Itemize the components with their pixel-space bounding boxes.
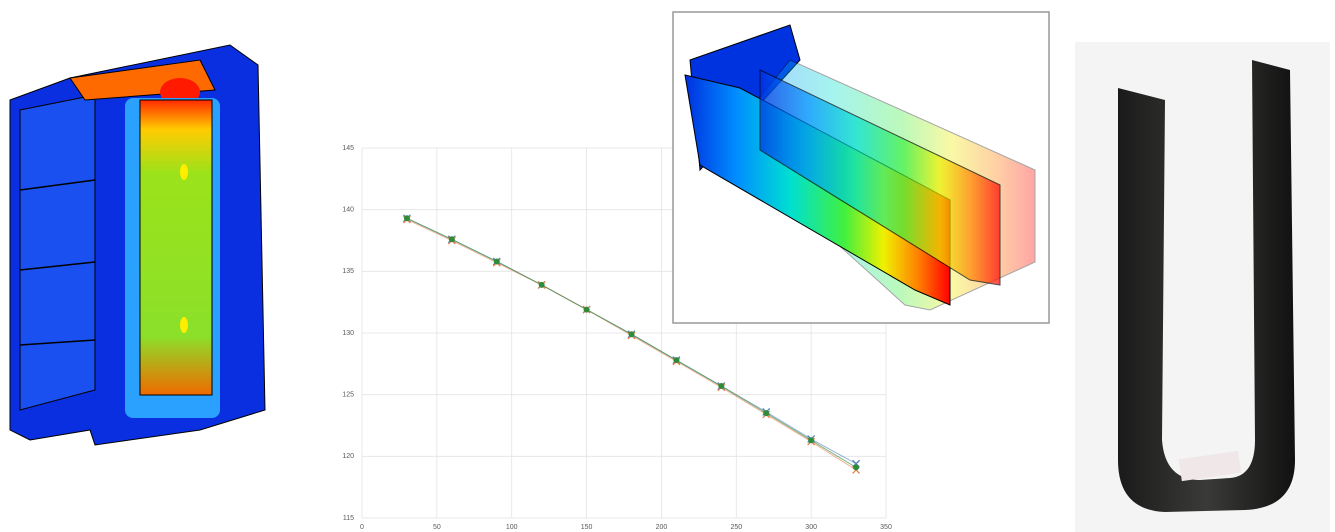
x-tick-label: 150: [581, 524, 593, 531]
y-tick-label: 140: [342, 207, 354, 214]
point: [628, 331, 634, 337]
point: [673, 357, 679, 363]
collage: 115 120 125 130 135 140 145 0 50 100 150 200 250 300 3…: [0, 0, 1335, 532]
y-tick-label: 115: [343, 515, 354, 522]
point: [449, 236, 455, 242]
y-tick-label: 130: [342, 330, 354, 337]
fea-block: [10, 45, 265, 445]
x-tick-label: 100: [506, 524, 518, 531]
point: [539, 282, 545, 288]
y-tick-label: 135: [342, 268, 354, 275]
y-tick-label: 145: [342, 145, 354, 152]
fea-inset: [673, 12, 1049, 323]
page: 115 120 125 130 135 140 145 0 50 100 150 200 250 300 3…: [0, 0, 1335, 532]
point: [404, 215, 410, 221]
x-tick-label: 350: [880, 524, 892, 531]
point: [494, 258, 500, 264]
y-tick-label: 125: [342, 392, 354, 399]
point: [584, 307, 590, 313]
point: [853, 464, 859, 470]
x-tick-label: 300: [805, 524, 817, 531]
x-tick-label: 0: [360, 524, 364, 531]
x-tick-label: 200: [656, 524, 668, 531]
x-tick-label: 250: [730, 524, 742, 531]
x-tick-label: 50: [433, 524, 441, 531]
point: [763, 410, 769, 416]
photo-u-part: [1075, 42, 1330, 532]
point: [718, 383, 724, 389]
point: [808, 437, 814, 443]
y-tick-label: 120: [342, 453, 354, 460]
